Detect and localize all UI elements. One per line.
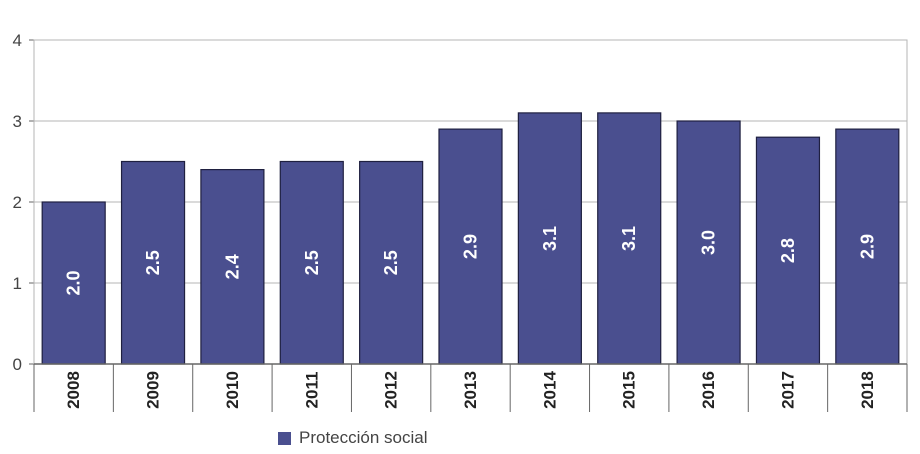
bar-2010	[200, 169, 265, 365]
x-tick-label-2013: 2013	[461, 371, 480, 409]
x-tick-label-2011: 2011	[302, 372, 321, 409]
x-tick-label-2010: 2010	[223, 371, 242, 409]
x-tick-label-2018: 2018	[858, 371, 877, 409]
bar-2008	[41, 201, 106, 365]
bar-2009	[120, 160, 186, 365]
data-label-2017: 2.8	[778, 238, 798, 263]
bar-2014	[517, 112, 582, 365]
bar-2016	[676, 120, 741, 365]
bar-2018	[835, 128, 900, 365]
x-tick-label-2009: 2009	[144, 371, 163, 409]
y-tick-label-1: 1	[13, 274, 22, 293]
bar-2017	[755, 136, 821, 365]
data-label-2014: 3.1	[540, 226, 560, 251]
x-tick-label-2017: 2017	[778, 371, 797, 409]
data-label-2015: 3.1	[619, 226, 639, 251]
data-label-2016: 3.0	[699, 230, 719, 255]
x-tick-label-2012: 2012	[382, 371, 401, 409]
data-label-2013: 2.9	[461, 234, 481, 259]
data-label-2009: 2.5	[143, 250, 163, 275]
y-tick-label-0: 0	[13, 355, 22, 374]
data-label-2008: 2.0	[64, 270, 84, 295]
bar-2012	[359, 160, 424, 365]
y-tick-label-4: 4	[13, 31, 22, 50]
data-label-2011: 2.5	[302, 250, 322, 275]
y-tick-label-2: 2	[13, 193, 22, 212]
data-label-2018: 2.9	[857, 234, 877, 259]
x-tick-label-2008: 2008	[64, 371, 83, 409]
y-tick-label-3: 3	[13, 112, 22, 131]
x-tick-label-2015: 2015	[620, 371, 639, 409]
data-label-2012: 2.5	[381, 250, 401, 275]
data-label-2010: 2.4	[222, 254, 242, 279]
x-tick-label-2014: 2014	[540, 371, 559, 409]
x-tick-label-2016: 2016	[699, 371, 718, 409]
bar-2011	[279, 160, 344, 365]
bar-2013	[438, 128, 503, 365]
legend-swatch	[278, 431, 291, 445]
legend: Protección social	[278, 428, 428, 448]
legend-label: Protección social	[299, 428, 428, 447]
